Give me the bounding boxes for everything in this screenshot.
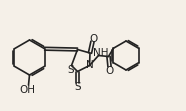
Text: O: O — [90, 34, 98, 44]
Text: N: N — [86, 60, 94, 70]
Text: NH: NH — [93, 48, 108, 58]
Text: O: O — [106, 65, 114, 75]
Text: S: S — [67, 65, 74, 75]
Text: S: S — [74, 82, 81, 92]
Text: OH: OH — [20, 84, 36, 94]
